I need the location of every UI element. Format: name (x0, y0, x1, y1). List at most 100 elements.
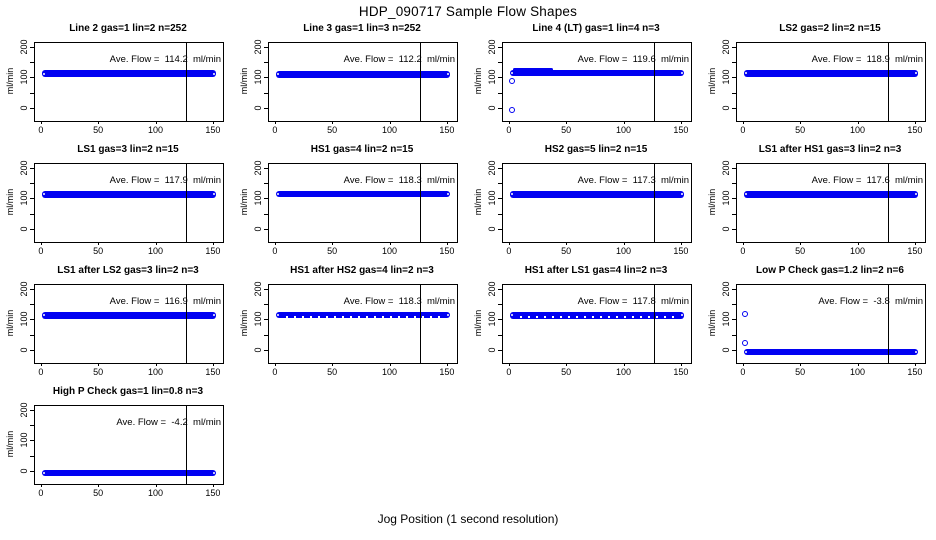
x-tick-mark (212, 362, 214, 366)
x-tick-label: 100 (147, 246, 164, 256)
x-tick-label: 100 (615, 367, 632, 377)
y-tick-mark (264, 62, 268, 64)
reference-vline (186, 406, 188, 484)
y-tick-mark (732, 288, 736, 290)
y-tick-mark (732, 319, 736, 321)
band-endcap-left (276, 73, 279, 76)
x-tick-mark (680, 120, 682, 124)
y-tick-label: 200 (253, 281, 263, 297)
x-tick-mark (742, 120, 744, 124)
y-tick-label: 200 (721, 160, 731, 176)
y-tick-mark (732, 198, 736, 200)
x-tick-label: 0 (272, 367, 278, 377)
ave-flow-annotation: Ave. Flow = 118.9 ml/min (811, 54, 923, 66)
x-tick-label: 150 (907, 367, 923, 377)
y-tick-label: 0 (487, 226, 497, 232)
plot-box: Ave. Flow = 118.3 ml/min (268, 284, 458, 364)
y-tick-mark (30, 288, 34, 290)
y-tick-mark (264, 304, 268, 306)
x-tick-mark (274, 120, 276, 124)
y-tick-mark (30, 77, 34, 79)
x-tick-mark (914, 120, 916, 124)
y-tick-mark (30, 107, 34, 109)
x-tick-mark (742, 362, 744, 366)
y-tick-mark (498, 107, 502, 109)
y-tick-mark (30, 46, 34, 48)
y-tick-mark (732, 228, 736, 230)
band-endcap-right (447, 192, 450, 195)
band-endcap-right (915, 193, 918, 196)
subplot-title: High P Check gas=1 lin=0.8 n=3 (52, 386, 204, 397)
y-tick-label: 200 (19, 402, 29, 418)
x-tick-label: 150 (439, 246, 455, 256)
x-tick-mark (914, 362, 916, 366)
x-tick-label: 50 (561, 367, 572, 377)
ave-flow-annotation: Ave. Flow = -4.2 ml/min (116, 417, 221, 429)
reference-vline (186, 164, 188, 242)
ave-flow-annotation: Ave. Flow = 117.6 ml/min (811, 175, 923, 187)
plot-box: Ave. Flow = 117.8 ml/min (502, 284, 692, 364)
y-tick-label: 100 (487, 69, 497, 85)
ave-flow-annotation: Ave. Flow = 117.8 ml/min (577, 296, 689, 308)
y-tick-mark (30, 167, 34, 169)
x-tick-label: 50 (93, 246, 104, 256)
data-band (41, 70, 217, 78)
y-tick-mark (264, 349, 268, 351)
reference-vline (420, 43, 422, 121)
x-tick-mark (508, 120, 510, 124)
y-tick-label: 0 (487, 105, 497, 111)
plot-box: Ave. Flow = 117.6 ml/min (736, 163, 926, 243)
x-tick-mark (155, 362, 157, 366)
data-band (275, 71, 451, 78)
y-tick-label: 200 (253, 160, 263, 176)
y-tick-mark (264, 77, 268, 79)
x-tick-label: 150 (205, 488, 221, 498)
x-tick-label: 0 (38, 125, 44, 135)
data-band (743, 348, 919, 355)
x-tick-mark (155, 120, 157, 124)
plot-box: Ave. Flow = 117.9 ml/min (34, 163, 224, 243)
x-tick-mark (40, 120, 42, 124)
y-tick-label: 200 (253, 39, 263, 55)
y-tick-label: 100 (721, 190, 731, 206)
reference-vline (888, 164, 890, 242)
subplot-cell: LS1 gas=3 lin=2 n=15 ml/min 0 100 200 0 50 100 1… (0, 141, 234, 262)
x-tick-mark (389, 241, 391, 245)
y-tick-mark (732, 213, 736, 215)
reference-vline (888, 43, 890, 121)
x-tick-label: 100 (849, 125, 866, 135)
y-tick-label: 0 (253, 105, 263, 111)
y-tick-mark (732, 77, 736, 79)
y-tick-mark (30, 425, 34, 427)
y-tick-mark (264, 213, 268, 215)
band-endcap-right (681, 314, 684, 317)
x-tick-label: 150 (907, 125, 923, 135)
y-tick-label: 0 (721, 105, 731, 111)
x-tick-label: 100 (381, 246, 398, 256)
x-tick-label: 150 (439, 125, 455, 135)
x-tick-mark (508, 362, 510, 366)
subplot-title: LS1 gas=3 lin=2 n=15 (77, 144, 179, 155)
subplot-title: HS1 after HS2 gas=4 lin=2 n=3 (290, 265, 434, 276)
y-tick-label: 0 (19, 468, 29, 474)
y-tick-mark (498, 62, 502, 64)
x-tick-mark (212, 241, 214, 245)
x-tick-mark (680, 362, 682, 366)
x-tick-mark (40, 362, 42, 366)
x-tick-label: 100 (849, 246, 866, 256)
y-axis-label: ml/min (239, 309, 249, 337)
x-tick-label: 50 (795, 246, 806, 256)
subplot-cell: HS1 after HS2 gas=4 lin=2 n=3 ml/min 0 100 2… (234, 262, 468, 383)
x-tick-label: 100 (147, 488, 164, 498)
y-tick-mark (264, 228, 268, 230)
y-tick-mark (30, 440, 34, 442)
reference-vline (186, 43, 188, 121)
x-tick-mark (40, 241, 42, 245)
main-title: HDP_090717 Sample Flow Shapes (358, 4, 578, 19)
y-tick-mark (264, 92, 268, 94)
y-tick-label: 0 (253, 226, 263, 232)
y-tick-mark (498, 288, 502, 290)
outlier-point (742, 339, 749, 346)
y-tick-mark (498, 213, 502, 215)
x-tick-mark (914, 241, 916, 245)
